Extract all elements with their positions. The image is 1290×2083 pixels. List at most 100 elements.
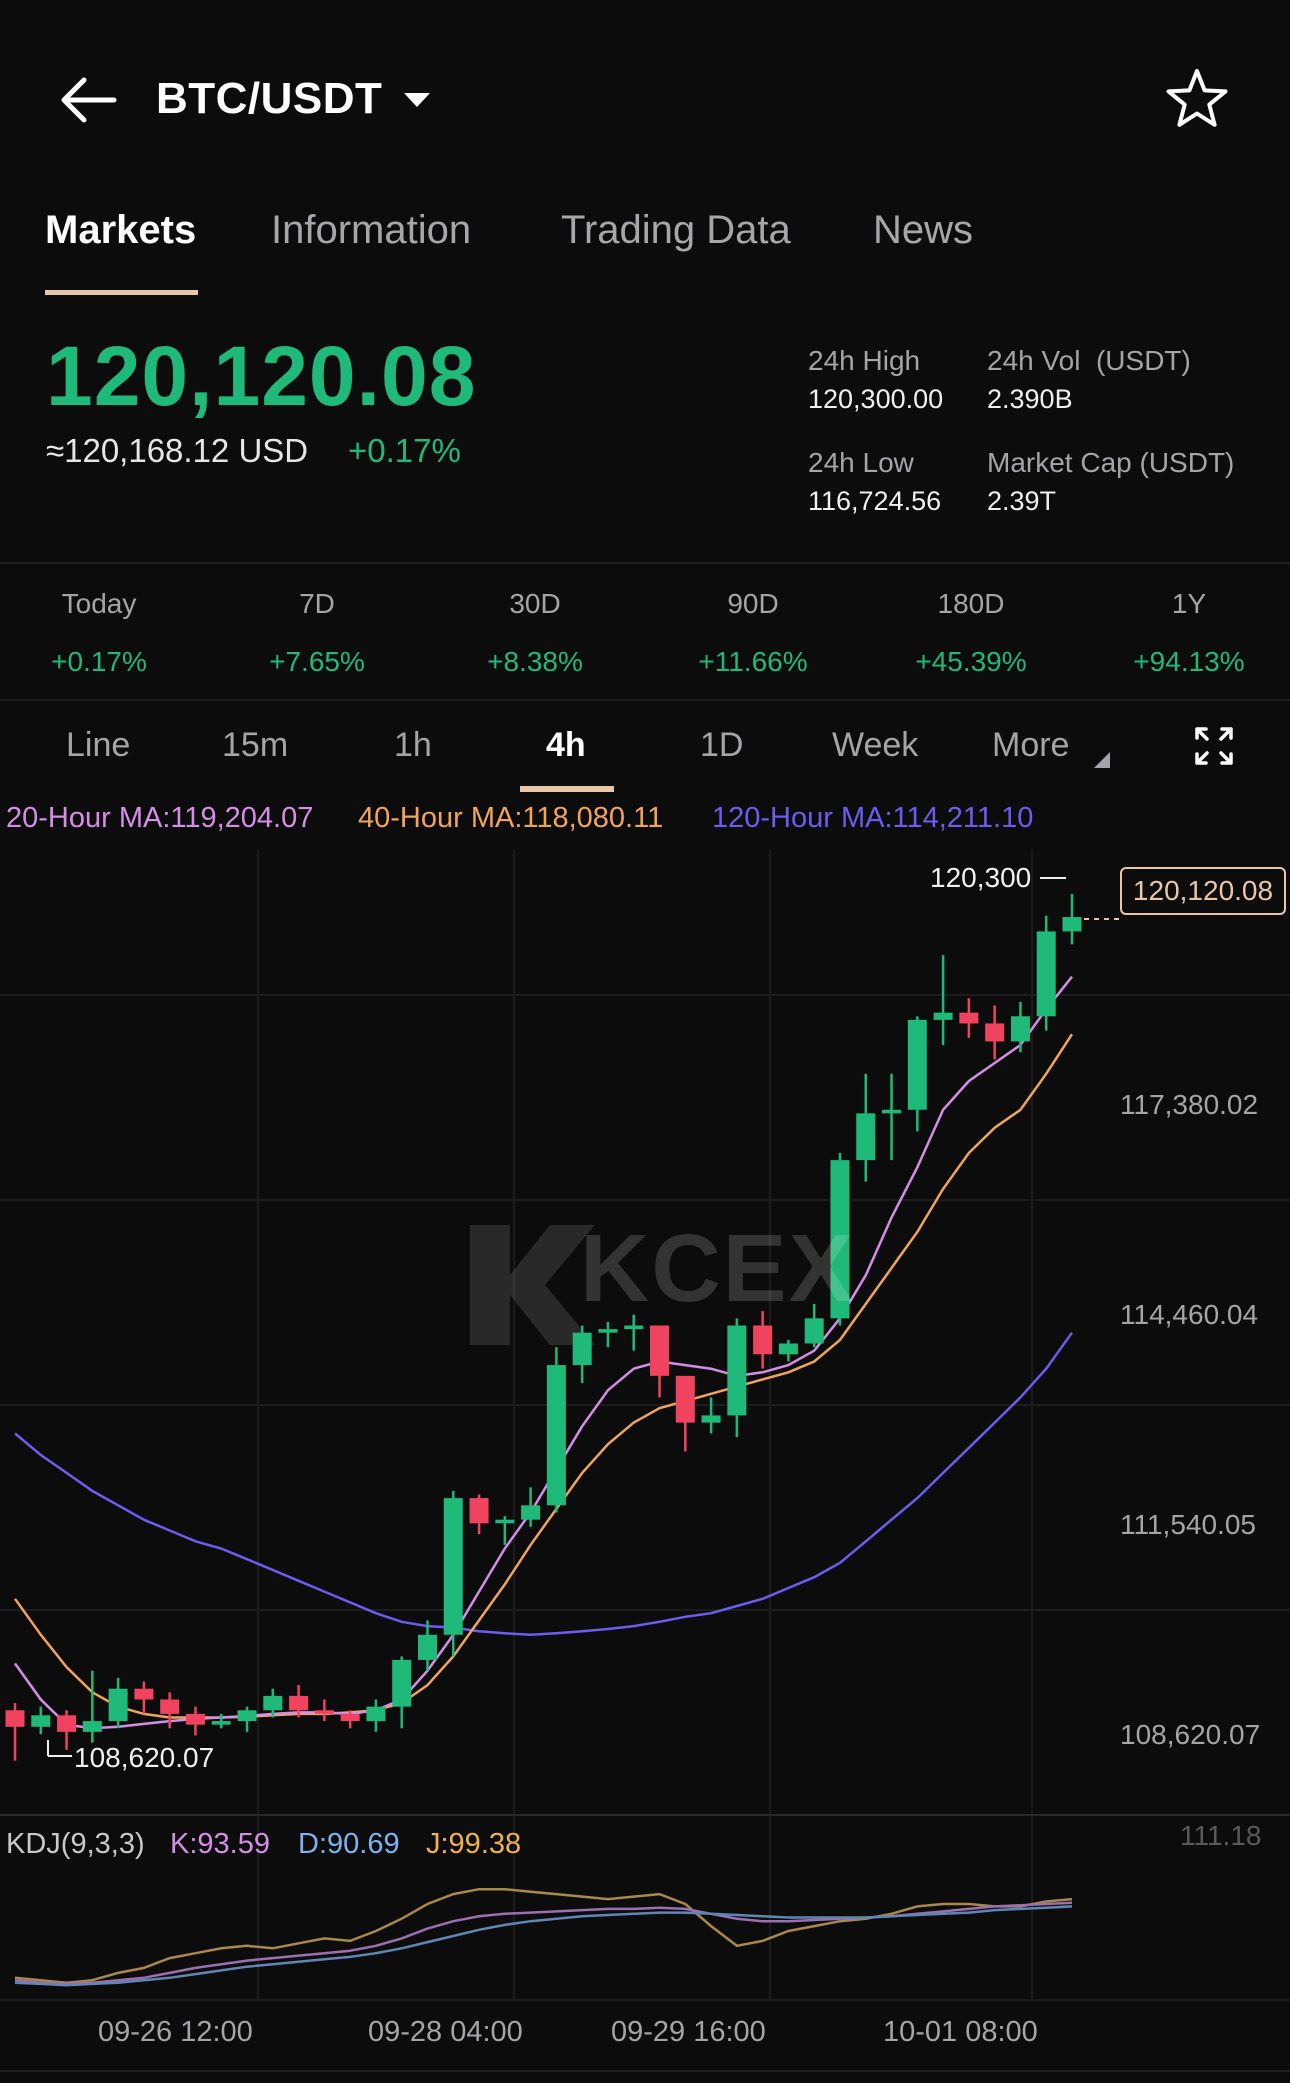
candle-body: [598, 1329, 618, 1333]
candle-body: [5, 1710, 25, 1727]
candle-body: [108, 1688, 128, 1722]
vol-label: 24h Vol (USDT): [987, 345, 1191, 376]
tab-markets[interactable]: Markets: [45, 208, 197, 252]
candle-body: [237, 1710, 257, 1722]
watermark: KCEX: [580, 1215, 855, 1322]
candle-body: [521, 1505, 541, 1520]
y-tick-label: 111,540.05: [1120, 1509, 1256, 1540]
period-90d: 90D +11.66%: [678, 588, 828, 678]
last-price: 120,120.08: [46, 329, 477, 423]
candle-body: [959, 1012, 979, 1024]
high-label: 24h High: [808, 345, 921, 376]
corner-triangle-icon: [1094, 752, 1110, 768]
interval-week[interactable]: Week: [832, 726, 919, 764]
interval-4h[interactable]: 4h: [546, 726, 586, 764]
candle-body: [185, 1713, 205, 1725]
y-tick-label: 108,620.07: [1120, 1719, 1261, 1750]
candle-body: [753, 1325, 773, 1355]
period-value: +8.38%: [487, 646, 583, 677]
period-today: Today +0.17%: [24, 588, 174, 678]
candle-body: [31, 1715, 51, 1727]
candle-body: [443, 1498, 463, 1635]
candle-body: [314, 1710, 334, 1714]
market-cap-label: Market Cap (USDT): [987, 447, 1235, 478]
candle-body: [57, 1715, 77, 1732]
period-label: Today: [61, 588, 137, 619]
period-label: 7D: [299, 588, 335, 619]
ma40-line: [13, 1033, 1074, 1719]
back-arrow-icon[interactable]: [58, 76, 118, 124]
candle-body: [134, 1688, 154, 1700]
period-label: 30D: [509, 588, 561, 619]
kdj-label: KDJ(9,3,3): [6, 1828, 145, 1860]
kdj-k: K:93.59: [170, 1828, 270, 1860]
candle-body: [1062, 917, 1082, 932]
candle-body: [804, 1318, 824, 1344]
period-value: +7.65%: [269, 646, 365, 677]
x-tick-label: 09-26 12:00: [98, 2016, 253, 2048]
candle-body: [650, 1325, 670, 1376]
interval-more[interactable]: More: [992, 726, 1070, 764]
tab-news[interactable]: News: [873, 208, 974, 252]
candle-body: [675, 1375, 695, 1423]
last-price-tag: 120,120.08: [1120, 867, 1286, 915]
pair-selector[interactable]: BTC/USDT: [156, 74, 383, 123]
candle-body: [933, 1012, 953, 1020]
candle-body: [392, 1659, 412, 1707]
fullscreen-icon[interactable]: [1194, 726, 1234, 766]
period-label: 180D: [937, 588, 1005, 619]
candle-body: [495, 1519, 515, 1524]
high-marker-label: 120,300: [930, 862, 1032, 893]
kdj-j: J:99.38: [426, 1828, 522, 1860]
market-cap-value: 2.39T: [987, 486, 1057, 516]
tab-information[interactable]: Information: [271, 208, 472, 252]
low-label: 24h Low: [808, 447, 914, 478]
period-label: 90D: [727, 588, 779, 619]
ma120-legend: 120-Hour MA:114,211.10: [712, 802, 1034, 834]
candle-body: [907, 1019, 927, 1110]
watermark-logo: [470, 1225, 595, 1345]
candle-body: [417, 1634, 437, 1660]
candle-body: [340, 1713, 360, 1722]
period-1y: 1Y +94.13%: [1114, 588, 1264, 678]
active-interval-indicator: [520, 786, 614, 792]
ma120-line: [14, 1331, 1074, 1637]
divider: [0, 2070, 1290, 2072]
kdj-d-line: [14, 1905, 1073, 1987]
y-tick-label: 114,460.04: [1120, 1299, 1259, 1330]
candle-body: [572, 1332, 592, 1366]
divider: [0, 562, 1290, 564]
star-outline-icon[interactable]: [1164, 66, 1230, 132]
interval-1h[interactable]: 1h: [394, 726, 432, 764]
low-marker-label: 108,620.07: [74, 1742, 215, 1773]
interval-line[interactable]: Line: [66, 726, 131, 764]
price-change: +0.17%: [348, 432, 461, 469]
candle-body: [289, 1695, 309, 1711]
ma20-legend: 20-Hour MA:119,204.07: [6, 802, 314, 834]
period-label: 1Y: [1171, 588, 1207, 619]
x-tick-label: 10-01 08:00: [883, 2016, 1038, 2048]
candle-body: [1010, 1016, 1030, 1042]
candle-body: [82, 1721, 102, 1732]
candle-body: [469, 1498, 489, 1524]
period-7d: 7D +7.65%: [242, 588, 392, 678]
interval-1d[interactable]: 1D: [700, 726, 744, 764]
x-tick-label: 09-28 04:00: [368, 2016, 523, 2048]
caret-down-icon[interactable]: [402, 90, 432, 110]
tab-trading-data[interactable]: Trading Data: [561, 208, 791, 252]
divider: [0, 699, 1290, 701]
candle-body: [624, 1325, 644, 1330]
price-chart[interactable]: [0, 835, 1290, 2045]
low-value: 116,724.56: [808, 486, 942, 516]
price-usd: ≈120,168.12 USD: [46, 432, 309, 469]
candle-body: [778, 1343, 798, 1355]
period-value: +0.17%: [51, 646, 147, 677]
candle-body: [727, 1325, 747, 1416]
period-180d: 180D +45.39%: [896, 588, 1046, 678]
candle-body: [263, 1695, 283, 1711]
interval-15m[interactable]: 15m: [222, 726, 289, 764]
candle-body: [366, 1706, 386, 1722]
candle-body: [160, 1699, 180, 1714]
period-30d: 30D +8.38%: [460, 588, 610, 678]
candle-body: [1036, 931, 1056, 1017]
